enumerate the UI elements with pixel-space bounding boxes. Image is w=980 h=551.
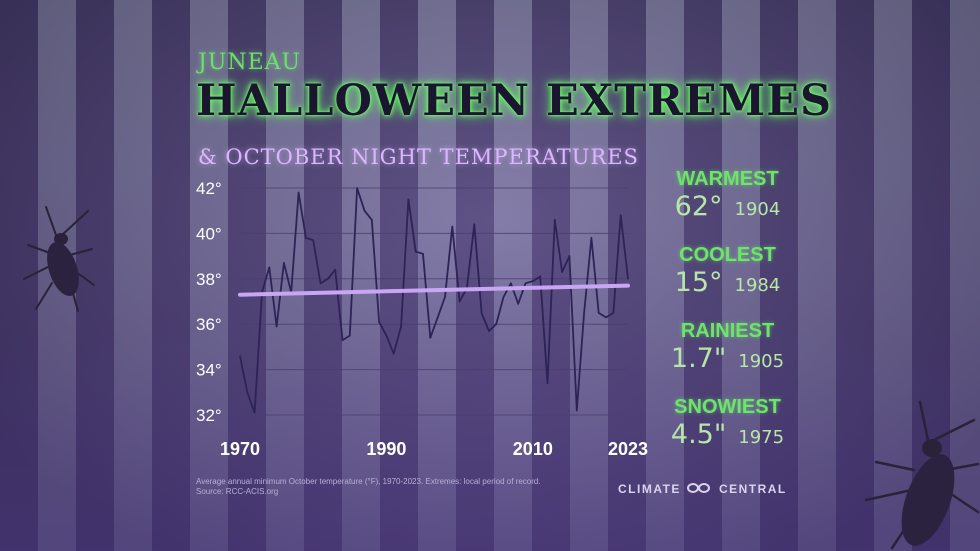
data-point (378, 321, 380, 323)
data-point (517, 302, 519, 305)
subtitle: & OCTOBER NIGHT TEMPERATURES (198, 145, 639, 169)
data-point (597, 312, 600, 314)
data-point (510, 282, 512, 285)
data-point (553, 218, 556, 221)
data-point (524, 282, 527, 285)
data-point (495, 323, 498, 326)
data-point (297, 191, 300, 194)
data-point (334, 268, 336, 271)
data-point (253, 411, 256, 414)
stat-label: WARMEST (676, 168, 779, 190)
city-label: JUNEAU (198, 50, 302, 75)
brand-rings-icon (686, 482, 713, 494)
data-point (444, 296, 446, 298)
y-tick-label: 32° (196, 406, 222, 425)
stat-rainiest: RAINIEST 1.7" 1905 (665, 320, 790, 374)
data-point (436, 316, 439, 319)
data-point (275, 325, 278, 328)
x-tick-label: 2010 (513, 439, 553, 459)
data-point (327, 278, 329, 280)
x-tick-label: 1990 (366, 439, 406, 459)
data-point (575, 409, 578, 412)
data-point (319, 282, 322, 285)
data-point (370, 218, 373, 221)
cockroach-right-icon (864, 400, 980, 550)
stat-snowiest: SNOWIEST 4.5" 1975 (665, 396, 790, 450)
stat-year: 1904 (734, 199, 781, 220)
y-tick-label: 36° (196, 315, 222, 334)
data-point (590, 237, 593, 239)
stat-label: RAINIEST (680, 320, 775, 342)
data-point (451, 225, 454, 228)
stat-year: 1905 (738, 351, 785, 372)
data-point (246, 391, 249, 394)
y-tick-label: 40° (196, 224, 222, 243)
data-point (488, 330, 490, 332)
data-point (312, 239, 315, 242)
data-point (561, 271, 563, 273)
data-point (363, 209, 366, 212)
data-point (480, 312, 483, 314)
data-point (429, 337, 432, 339)
y-tick-label: 42° (196, 179, 222, 198)
data-point (473, 223, 476, 226)
stat-year: 1975 (738, 427, 785, 448)
data-point (268, 266, 271, 269)
data-point (605, 316, 607, 319)
stat-value: 1.7" (670, 343, 727, 374)
y-tick-label: 34° (196, 361, 222, 380)
data-point (502, 296, 505, 298)
data-point (407, 198, 410, 201)
data-point (627, 278, 629, 280)
source-line: Source: RCC-ACIS.org (196, 487, 279, 496)
data-point (458, 300, 461, 303)
headline-title: HALLOWEEN EXTREMES (196, 76, 833, 126)
stat-value: 4.5" (670, 419, 727, 450)
stat-label: COOLEST (679, 244, 776, 266)
footnote-line: Average annual minimum October temperatu… (196, 477, 541, 486)
data-point (539, 275, 541, 278)
data-point (546, 382, 549, 385)
data-point (305, 237, 307, 239)
brand-word: CLIMATE (618, 482, 681, 496)
data-point (349, 334, 351, 337)
data-point (385, 334, 388, 337)
stat-coolest: COOLEST 15° 1984 (665, 244, 790, 298)
stat-year: 1984 (734, 275, 781, 296)
data-point (619, 214, 622, 217)
x-tick-label: 2023 (608, 439, 648, 459)
stat-label: SNOWIEST (674, 396, 781, 418)
y-tick-label: 38° (196, 270, 222, 289)
data-point (392, 352, 395, 355)
data-point (283, 262, 285, 264)
stat-value: 62° (674, 191, 723, 222)
data-point (612, 312, 615, 314)
climate-central-logo: CLIMATE CENTRAL (618, 482, 787, 496)
data-point (239, 355, 241, 357)
temperature-series-line (239, 187, 629, 414)
brand-word: CENTRAL (718, 482, 787, 496)
data-point (422, 253, 424, 255)
data-point (532, 280, 534, 282)
footnote: Average annual minimum October temperatu… (196, 477, 616, 497)
data-point (568, 255, 571, 257)
x-tick-label: 1970 (220, 439, 260, 459)
data-point (414, 250, 417, 253)
stat-value: 15° (674, 267, 723, 298)
data-point (356, 187, 358, 189)
data-point (341, 339, 344, 341)
data-point (583, 312, 585, 314)
data-point (400, 325, 402, 328)
cockroach-left-icon (23, 206, 95, 312)
trend-line (238, 283, 630, 297)
brand-text: CLIMATE CENTRAL (618, 482, 787, 496)
stat-warmest: WARMEST 62° 1904 (665, 168, 790, 222)
